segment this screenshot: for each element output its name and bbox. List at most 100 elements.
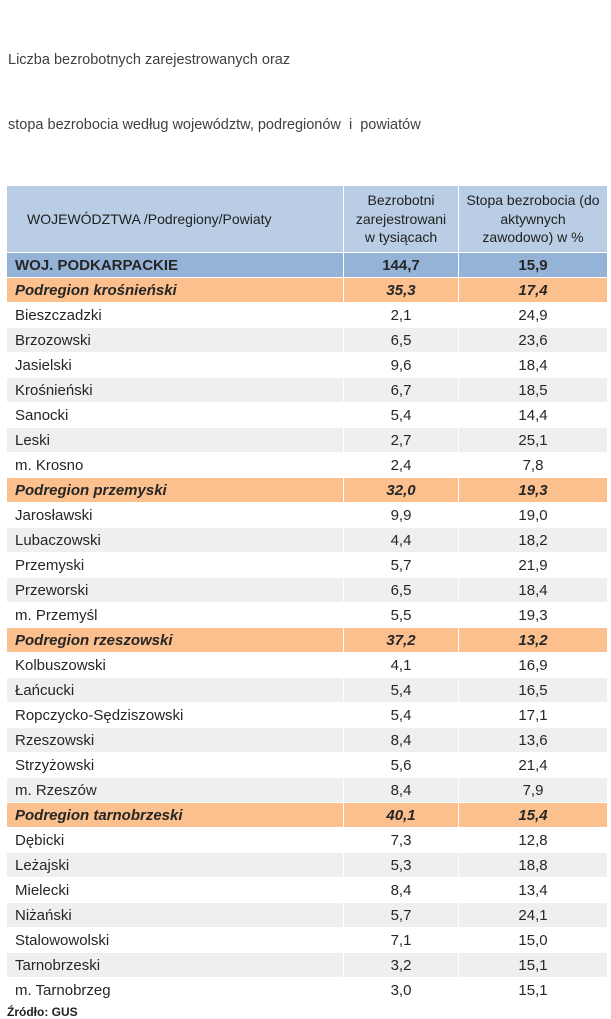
unemployed-value: 3,2 xyxy=(343,952,459,978)
table-row-county: Mielecki 8,4 13,4 xyxy=(6,877,608,903)
unemployed-value: 5,6 xyxy=(343,752,459,778)
rate-value: 25,1 xyxy=(458,427,608,453)
territory-name: m. Rzeszów xyxy=(6,777,344,803)
territory-name: Stalowowolski xyxy=(6,927,344,953)
territory-name: Podregion krośnieński xyxy=(6,277,344,303)
territory-name: Leżajski xyxy=(6,852,344,878)
territory-name: Dębicki xyxy=(6,827,344,853)
unemployed-value: 8,4 xyxy=(343,777,459,803)
rate-value: 18,8 xyxy=(458,852,608,878)
table-row-county: Przeworski 6,5 18,4 xyxy=(6,577,608,603)
territory-name: Kolbuszowski xyxy=(6,652,344,678)
table-row-county: Jarosławski 9,9 19,0 xyxy=(6,502,608,528)
unemployed-value: 9,6 xyxy=(343,352,459,378)
table-row-county: Niżański 5,7 24,1 xyxy=(6,902,608,928)
table-row-county: Strzyżowski 5,6 21,4 xyxy=(6,752,608,778)
rate-value: 17,4 xyxy=(458,277,608,303)
rate-value: 19,0 xyxy=(458,502,608,528)
unemployed-value: 40,1 xyxy=(343,802,459,828)
rate-value: 15,9 xyxy=(458,252,608,278)
territory-name: Tarnobrzeski xyxy=(6,952,344,978)
unemployed-value: 2,1 xyxy=(343,302,459,328)
territory-name: m. Krosno xyxy=(6,452,344,478)
unemployed-value: 7,3 xyxy=(343,827,459,853)
table-row-county: m. Przemyśl 5,5 19,3 xyxy=(6,602,608,628)
table-row-county: Bieszczadzki 2,1 24,9 xyxy=(6,302,608,328)
territory-name: Sanocki xyxy=(6,402,344,428)
table-row-county: Przemyski 5,7 21,9 xyxy=(6,552,608,578)
rate-value: 24,1 xyxy=(458,902,608,928)
unemployed-value: 144,7 xyxy=(343,252,459,278)
table-row-county: m. Tarnobrzeg 3,0 15,1 xyxy=(6,977,608,1003)
report-title: Liczba bezrobotnych zarejestrowanych ora… xyxy=(6,6,607,180)
territory-name: Mielecki xyxy=(6,877,344,903)
table-row-subregion: Podregion tarnobrzeski 40,1 15,4 xyxy=(6,802,608,828)
unemployment-table: WOJEWÓDZTWA /Podregiony/Powiaty Bezrobot… xyxy=(6,185,608,1003)
territory-name: Niżański xyxy=(6,902,344,928)
rate-value: 7,9 xyxy=(458,777,608,803)
rate-value: 24,9 xyxy=(458,302,608,328)
column-header-rate: Stopa bezrobocia (do aktywnych zawodowo)… xyxy=(458,185,608,253)
rate-value: 23,6 xyxy=(458,327,608,353)
rate-value: 13,2 xyxy=(458,627,608,653)
table-row-county: m. Krosno 2,4 7,8 xyxy=(6,452,608,478)
unemployed-value: 2,7 xyxy=(343,427,459,453)
table-row-county: Ropczycko-Sędziszowski 5,4 17,1 xyxy=(6,702,608,728)
territory-name: Krośnieński xyxy=(6,377,344,403)
table-row-county: m. Rzeszów 8,4 7,9 xyxy=(6,777,608,803)
unemployed-value: 4,1 xyxy=(343,652,459,678)
territory-name: Jasielski xyxy=(6,352,344,378)
rate-value: 18,5 xyxy=(458,377,608,403)
rate-value: 16,9 xyxy=(458,652,608,678)
table-row-county: Leski 2,7 25,1 xyxy=(6,427,608,453)
territory-name: Przeworski xyxy=(6,577,344,603)
unemployed-value: 4,4 xyxy=(343,527,459,553)
table-row-county: Dębicki 7,3 12,8 xyxy=(6,827,608,853)
rate-value: 21,9 xyxy=(458,552,608,578)
unemployed-value: 5,4 xyxy=(343,702,459,728)
rate-value: 18,4 xyxy=(458,577,608,603)
territory-name: Podregion przemyski xyxy=(6,477,344,503)
unemployed-value: 8,4 xyxy=(343,877,459,903)
territory-name: Bieszczadzki xyxy=(6,302,344,328)
table-row-subregion: Podregion krośnieński 35,3 17,4 xyxy=(6,277,608,303)
rate-value: 18,2 xyxy=(458,527,608,553)
unemployed-value: 5,4 xyxy=(343,402,459,428)
territory-name: Łańcucki xyxy=(6,677,344,703)
unemployed-value: 6,5 xyxy=(343,577,459,603)
rate-value: 15,0 xyxy=(458,927,608,953)
column-header-territory: WOJEWÓDZTWA /Podregiony/Powiaty xyxy=(6,185,344,253)
rate-value: 13,4 xyxy=(458,877,608,903)
territory-name: m. Przemyśl xyxy=(6,602,344,628)
table-row-county: Leżajski 5,3 18,8 xyxy=(6,852,608,878)
territory-name: Przemyski xyxy=(6,552,344,578)
territory-name: Lubaczowski xyxy=(6,527,344,553)
table-header-row: WOJEWÓDZTWA /Podregiony/Powiaty Bezrobot… xyxy=(6,185,608,253)
title-line-2: stopa bezrobocia według województw, podr… xyxy=(8,116,421,133)
rate-value: 15,1 xyxy=(458,952,608,978)
unemployed-value: 35,3 xyxy=(343,277,459,303)
table-row-county: Kolbuszowski 4,1 16,9 xyxy=(6,652,608,678)
unemployed-value: 32,0 xyxy=(343,477,459,503)
unemployed-value: 6,5 xyxy=(343,327,459,353)
rate-value: 19,3 xyxy=(458,602,608,628)
rate-value: 12,8 xyxy=(458,827,608,853)
territory-name: Brzozowski xyxy=(6,327,344,353)
rate-value: 17,1 xyxy=(458,702,608,728)
rate-value: 15,1 xyxy=(458,977,608,1003)
territory-name: Rzeszowski xyxy=(6,727,344,753)
unemployed-value: 5,7 xyxy=(343,552,459,578)
rate-value: 14,4 xyxy=(458,402,608,428)
territory-name: Jarosławski xyxy=(6,502,344,528)
table-row-county: Lubaczowski 4,4 18,2 xyxy=(6,527,608,553)
table-row-county: Rzeszowski 8,4 13,6 xyxy=(6,727,608,753)
source-note: Źródło: GUS xyxy=(7,1005,78,1019)
table-row-subregion: Podregion rzeszowski 37,2 13,2 xyxy=(6,627,608,653)
unemployed-value: 8,4 xyxy=(343,727,459,753)
table-row-voivodeship: WOJ. PODKARPACKIE 144,7 15,9 xyxy=(6,252,608,278)
rate-value: 21,4 xyxy=(458,752,608,778)
rate-value: 13,6 xyxy=(458,727,608,753)
rate-value: 7,8 xyxy=(458,452,608,478)
unemployed-value: 3,0 xyxy=(343,977,459,1003)
